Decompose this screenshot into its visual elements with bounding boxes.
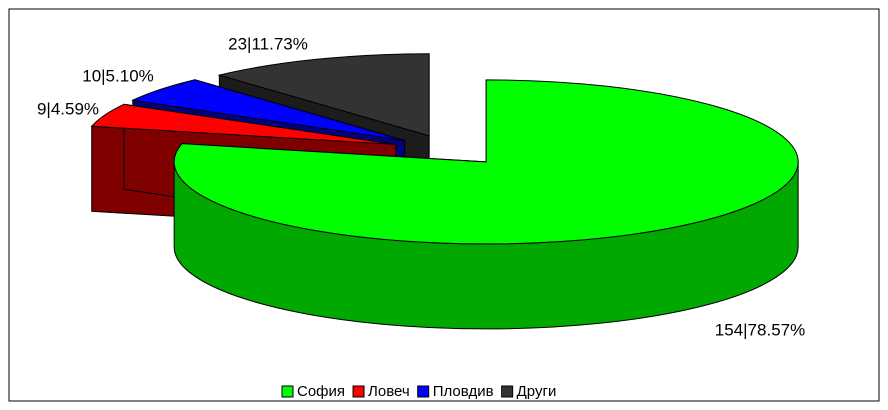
- slice: [173, 79, 799, 245]
- slice: [131, 79, 405, 141]
- data-label: 10|5.10%: [82, 66, 154, 85]
- slice: [217, 53, 430, 137]
- legend-swatch: [501, 385, 514, 398]
- legend-swatch: [281, 385, 294, 398]
- legend-swatch: [417, 385, 430, 398]
- legend-swatch: [352, 385, 365, 398]
- data-label: 23|11.73%: [228, 34, 308, 53]
- pie: [90, 53, 799, 330]
- legend-label: Ловеч: [368, 383, 410, 400]
- data-label: 154|78.57%: [715, 320, 805, 339]
- data-label: 9|4.59%: [37, 99, 99, 118]
- legend-label: София: [297, 383, 345, 400]
- legend-label: Други: [517, 383, 557, 400]
- slice: [90, 103, 396, 146]
- labels: 154|78.57% 9|4.59% 10|5.10% 23|11.73%: [37, 34, 805, 339]
- legend: София Ловеч Пловдив Други: [281, 383, 557, 400]
- legend-label: Пловдив: [433, 383, 494, 400]
